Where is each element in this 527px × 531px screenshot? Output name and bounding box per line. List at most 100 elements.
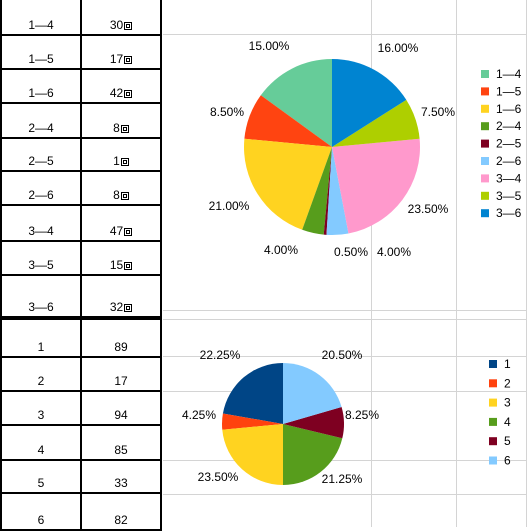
table-cell[interactable]: 33 [80,459,162,494]
missing-glyph-icon [120,192,129,200]
data-label-range-6: 4.00% [377,245,411,259]
legend-entry-range-4: 2—4 [496,119,522,133]
table-row: 3—6 32 [0,274,162,318]
cell-text: 3—6 [28,300,54,314]
pie-slice-range-1[interactable] [260,59,332,147]
table-cell[interactable]: 2—5 [0,137,82,172]
missing-glyph-icon [120,158,129,166]
cell-text: 5 [37,476,45,490]
table-cell[interactable]: 1 [0,318,82,358]
table-row: 2 17 [0,356,162,392]
group-table: 1 89 2 17 3 94 4 85 5 33 6 82 [0,318,162,531]
legend-entry-group-2: 2 [504,376,511,390]
legend-entry-group-6: 6 [504,454,511,468]
table-cell[interactable]: 32 [80,274,162,318]
pie-slice-group-1[interactable] [222,363,283,424]
grid-line [163,494,527,495]
table-cell[interactable]: 2—4 [0,102,82,139]
table-row: 1—6 42 [0,68,162,104]
cell-text: 2—4 [28,121,54,135]
table-cell[interactable]: 3—5 [0,240,82,276]
cell-text: 15 [110,258,133,273]
legend-entry-range-3: 1—6 [496,102,522,116]
cell-text: 2—6 [28,188,54,202]
legend-entry-group-4: 4 [504,415,511,429]
table-cell[interactable]: 89 [80,318,162,358]
pie-slice-range-4[interactable] [302,147,332,235]
data-label-range-5: 0.50% [334,245,368,259]
legend-swatch-range-7 [481,174,489,183]
table-cell[interactable]: 8 [80,170,162,206]
table-cell[interactable]: 42 [80,68,162,104]
grid-line [163,319,527,320]
table-cell[interactable]: 47 [80,204,162,242]
pie-slice-range-9[interactable] [332,59,407,147]
legend-entry-range-1: 1—4 [496,67,522,81]
table-cell[interactable]: 2 [0,356,82,392]
pie-slice-group-3[interactable] [222,424,283,485]
cell-text: 82 [114,513,128,527]
cell-text: 85 [114,443,128,457]
table-cell[interactable]: 3—4 [0,204,82,242]
cell-text: 30 [110,18,133,33]
legend-entry-group-1: 1 [504,357,511,371]
pie-slice-range-7[interactable] [332,138,421,234]
table-cell[interactable]: 1—5 [0,34,82,70]
missing-glyph-icon [120,125,129,133]
table-cell[interactable]: 17 [80,34,162,70]
table-row: 2—4 8 [0,102,162,139]
table-cell[interactable]: 4 [0,424,82,461]
legend-entry-group-3: 3 [504,396,511,410]
grid-line [163,460,527,461]
cell-text: 17 [114,374,128,388]
grid-line [163,310,527,311]
cell-text: 8 [113,188,129,203]
legend-entry-range-2: 1—5 [496,84,522,98]
cell-text: 3—5 [28,258,54,272]
data-label-group-2: 4.25% [182,408,216,422]
cell-text: 17 [110,52,133,67]
pie-slice-range-3[interactable] [243,138,332,230]
data-label-range-3: 21.00% [209,199,250,213]
pie-slice-group-2[interactable] [222,413,283,430]
legend-swatch-range-1 [481,70,489,78]
table-cell[interactable]: 1 [80,137,162,172]
table-cell[interactable]: 3 [0,390,82,426]
legend-swatch-range-8 [481,191,489,200]
table-cell[interactable]: 3—6 [0,274,82,318]
legend-entry-range-8: 3—5 [496,189,522,203]
table-cell[interactable]: 30 [80,0,162,36]
cell-text: 3—4 [28,224,54,238]
table-cell[interactable]: 8 [80,102,162,139]
range-table: 1—4 30 1—5 17 1—6 42 2—4 8 2—5 1 2—6 8 3—4 47 3—5 15 3—6… [0,0,162,318]
table-cell[interactable]: 15 [80,240,162,276]
legend-swatch-group-1 [489,360,497,368]
table-cell[interactable]: 94 [80,390,162,426]
cell-text: 33 [114,476,128,490]
grid-line [456,0,457,527]
legend-swatch-group-4 [489,417,497,426]
data-label-group-4: 21.25% [322,472,363,486]
table-cell[interactable]: 17 [80,356,162,392]
pie-slice-range-5[interactable] [323,147,332,235]
table-cell[interactable]: 85 [80,424,162,461]
table-cell[interactable]: 5 [0,459,82,494]
pie-slice-group-4[interactable] [283,424,343,485]
table-cell[interactable]: 1—4 [0,0,82,36]
legend-entry-group-5: 5 [504,434,511,448]
cell-text: 1—5 [28,52,54,66]
cell-text: 32 [110,300,133,315]
missing-glyph-icon [124,22,133,30]
pie-slice-group-5[interactable] [283,406,344,439]
table-cell[interactable]: 1—6 [0,68,82,104]
missing-glyph-icon [124,304,133,312]
data-label-range-8: 7.50% [421,105,455,119]
data-label-group-3: 23.50% [198,470,239,484]
cell-text: 42 [110,86,133,101]
pie-slice-range-2[interactable] [244,95,332,147]
pie-slice-group-6[interactable] [283,363,342,424]
pie-slice-range-8[interactable] [332,99,420,147]
pie-slice-range-6[interactable] [326,147,349,236]
data-label-range-4: 4.00% [264,243,298,257]
table-cell[interactable]: 2—6 [0,170,82,206]
